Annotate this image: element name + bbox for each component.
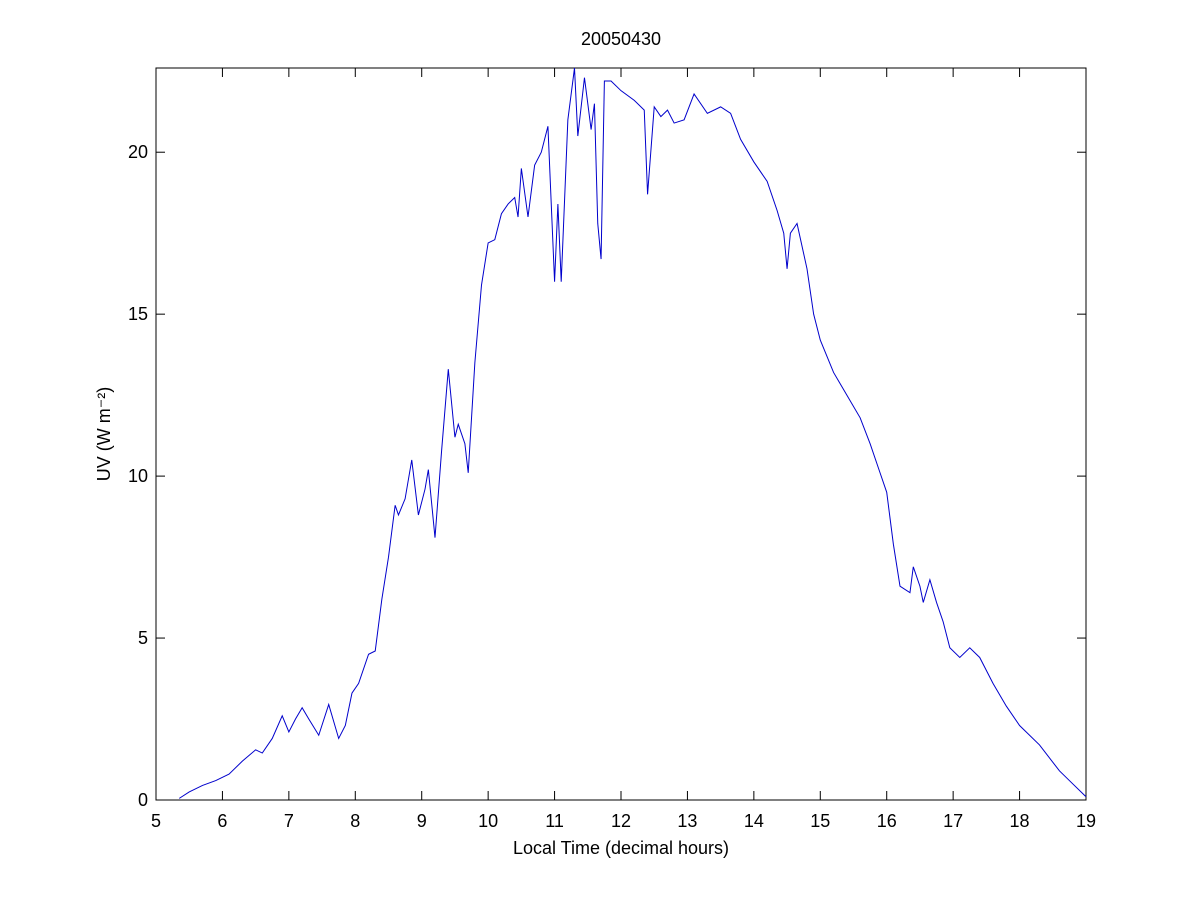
x-tick-label: 12 xyxy=(611,811,631,831)
chart-title: 20050430 xyxy=(581,29,661,49)
x-tick-label: 6 xyxy=(217,811,227,831)
y-axis-label: UV (W m⁻²) xyxy=(94,387,114,481)
x-tick-label: 18 xyxy=(1010,811,1030,831)
x-tick-label: 15 xyxy=(810,811,830,831)
x-tick-label: 14 xyxy=(744,811,764,831)
x-tick-label: 7 xyxy=(284,811,294,831)
x-tick-label: 19 xyxy=(1076,811,1096,831)
x-tick-label: 8 xyxy=(350,811,360,831)
x-tick-label: 13 xyxy=(677,811,697,831)
y-tick-label: 0 xyxy=(138,790,148,810)
x-axis-label: Local Time (decimal hours) xyxy=(513,838,729,858)
y-tick-label: 10 xyxy=(128,466,148,486)
x-tick-label: 17 xyxy=(943,811,963,831)
x-tick-label: 11 xyxy=(545,811,564,831)
y-tick-label: 20 xyxy=(128,142,148,162)
x-tick-label: 9 xyxy=(417,811,427,831)
x-tick-label: 10 xyxy=(478,811,498,831)
y-tick-label: 5 xyxy=(138,628,148,648)
x-tick-label: 16 xyxy=(877,811,897,831)
x-tick-label: 5 xyxy=(151,811,161,831)
data-line xyxy=(178,67,1087,799)
y-tick-label: 15 xyxy=(128,304,148,324)
plot-frame xyxy=(155,67,1087,801)
